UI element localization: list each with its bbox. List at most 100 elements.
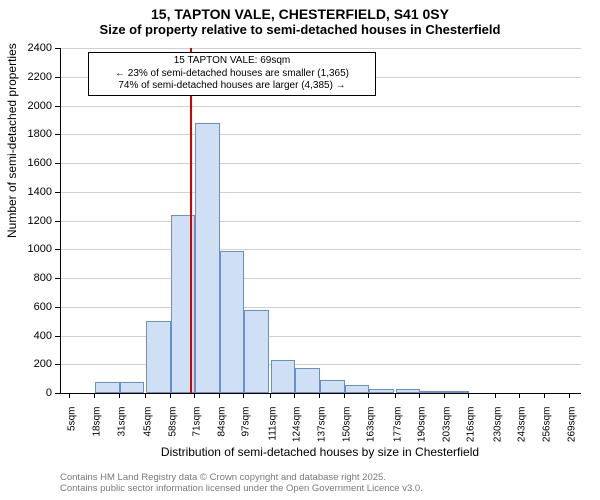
x-tick-label: 243sqm [517, 407, 528, 457]
gridline [61, 364, 581, 365]
x-tick-label: 97sqm [241, 407, 252, 457]
x-tick-mark [145, 393, 146, 398]
x-tick-label: 18sqm [92, 407, 103, 457]
histogram-bar [244, 310, 269, 393]
histogram-bar [95, 382, 120, 393]
histogram-bar [271, 360, 296, 393]
y-tick-mark [55, 48, 60, 49]
chart-container: 15, TAPTON VALE, CHESTERFIELD, S41 0SY S… [0, 0, 600, 500]
x-tick-mark [219, 393, 220, 398]
y-tick-mark [55, 134, 60, 135]
y-tick-mark [55, 106, 60, 107]
y-tick-mark [55, 77, 60, 78]
x-tick-mark [569, 393, 570, 398]
y-tick-label: 800 [12, 272, 52, 284]
histogram-bar [396, 389, 421, 393]
y-tick-mark [55, 278, 60, 279]
footer-line2: Contains public sector information licen… [60, 483, 423, 494]
y-tick-mark [55, 364, 60, 365]
x-tick-label: 124sqm [292, 407, 303, 457]
y-tick-mark [55, 163, 60, 164]
x-tick-label: 190sqm [417, 407, 428, 457]
x-tick-mark [368, 393, 369, 398]
y-tick-label: 600 [12, 301, 52, 313]
x-tick-label: 45sqm [143, 407, 154, 457]
x-tick-mark [419, 393, 420, 398]
y-tick-mark [55, 307, 60, 308]
x-tick-label: 58sqm [167, 407, 178, 457]
x-tick-label: 177sqm [392, 407, 403, 457]
x-tick-label: 31sqm [116, 407, 127, 457]
gridline [61, 48, 581, 49]
histogram-bar [146, 321, 171, 393]
annotation-line2: ← 23% of semi-detached houses are smalle… [93, 68, 371, 81]
x-tick-label: 111sqm [267, 407, 278, 457]
y-tick-mark [55, 393, 60, 394]
gridline [61, 336, 581, 337]
histogram-bar [445, 391, 470, 393]
chart-title-line1: 15, TAPTON VALE, CHESTERFIELD, S41 0SY [0, 6, 600, 22]
reference-line [190, 48, 192, 393]
x-tick-mark [243, 393, 244, 398]
x-tick-label: 137sqm [317, 407, 328, 457]
y-tick-label: 1200 [12, 215, 52, 227]
gridline [61, 249, 581, 250]
annotation-line3: 74% of semi-detached houses are larger (… [93, 80, 371, 93]
x-tick-label: 216sqm [466, 407, 477, 457]
histogram-bar [220, 251, 245, 393]
y-tick-label: 200 [12, 358, 52, 370]
gridline [61, 278, 581, 279]
y-tick-label: 1600 [12, 157, 52, 169]
x-tick-mark [170, 393, 171, 398]
histogram-bar [120, 382, 145, 394]
y-tick-label: 400 [12, 330, 52, 342]
x-tick-mark [495, 393, 496, 398]
x-tick-mark [395, 393, 396, 398]
y-tick-label: 1000 [12, 243, 52, 255]
x-tick-mark [94, 393, 95, 398]
y-tick-label: 1400 [12, 186, 52, 198]
x-tick-mark [544, 393, 545, 398]
histogram-bar [320, 380, 345, 393]
x-tick-label: 163sqm [366, 407, 377, 457]
histogram-bar [195, 123, 220, 393]
gridline [61, 192, 581, 193]
x-tick-mark [194, 393, 195, 398]
x-tick-label: 71sqm [192, 407, 203, 457]
x-tick-mark [69, 393, 70, 398]
x-tick-mark [319, 393, 320, 398]
x-tick-mark [294, 393, 295, 398]
y-tick-mark [55, 221, 60, 222]
y-tick-label: 2000 [12, 100, 52, 112]
y-tick-label: 0 [12, 387, 52, 399]
histogram-bar [345, 385, 370, 393]
footer-attribution: Contains HM Land Registry data © Crown c… [60, 472, 423, 495]
plot-area [60, 48, 581, 394]
x-tick-label: 269sqm [566, 407, 577, 457]
title-block: 15, TAPTON VALE, CHESTERFIELD, S41 0SY S… [0, 0, 600, 37]
x-tick-mark [344, 393, 345, 398]
x-tick-label: 256sqm [542, 407, 553, 457]
gridline [61, 163, 581, 164]
y-tick-mark [55, 336, 60, 337]
histogram-bar [295, 368, 320, 393]
footer-line1: Contains HM Land Registry data © Crown c… [60, 472, 423, 483]
histogram-bar [420, 391, 445, 393]
gridline [61, 221, 581, 222]
x-tick-mark [519, 393, 520, 398]
gridline [61, 307, 581, 308]
x-tick-mark [270, 393, 271, 398]
x-tick-label: 5sqm [67, 407, 78, 457]
y-tick-label: 1800 [12, 128, 52, 140]
y-tick-mark [55, 249, 60, 250]
y-tick-label: 2200 [12, 71, 52, 83]
x-tick-label: 230sqm [492, 407, 503, 457]
y-tick-mark [55, 192, 60, 193]
x-tick-mark [444, 393, 445, 398]
chart-title-line2: Size of property relative to semi-detach… [0, 22, 600, 37]
annotation-box: 15 TAPTON VALE: 69sqm← 23% of semi-detac… [88, 52, 376, 96]
x-tick-mark [119, 393, 120, 398]
annotation-line1: 15 TAPTON VALE: 69sqm [93, 55, 371, 68]
x-tick-mark [468, 393, 469, 398]
x-tick-label: 84sqm [216, 407, 227, 457]
